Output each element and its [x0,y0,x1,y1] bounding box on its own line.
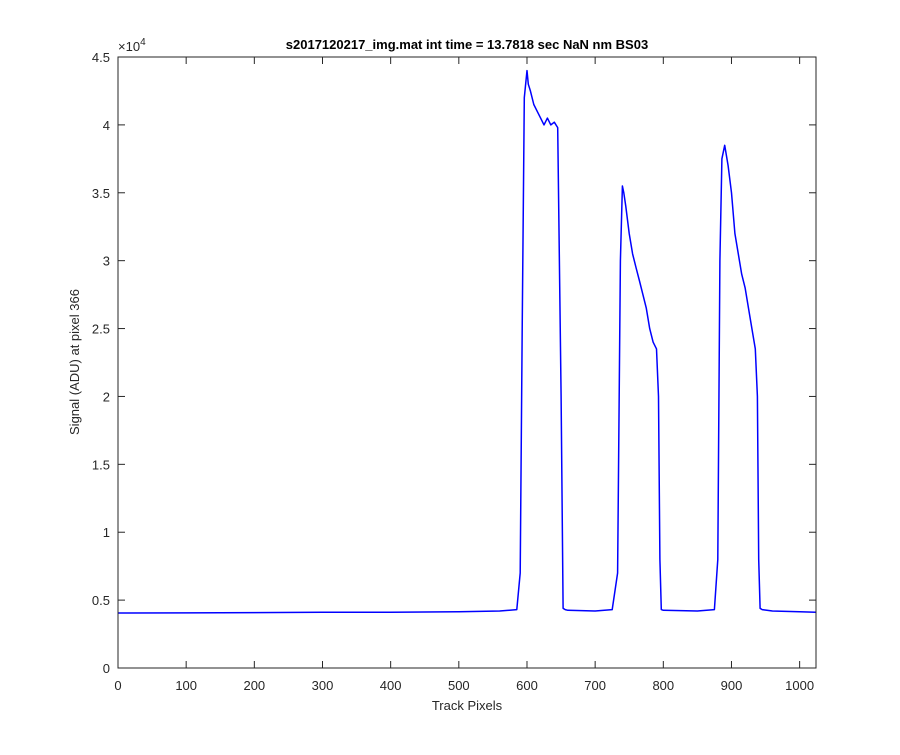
y-tick-label: 4.5 [92,50,110,65]
y-exponent-base: ×10 [118,39,140,54]
x-axis-label: Track Pixels [432,698,503,713]
x-tick-label: 400 [380,678,402,693]
y-tick-label: 1 [103,525,110,540]
y-tick-label: 3 [103,254,110,269]
x-tick-label: 800 [652,678,674,693]
x-tick-label: 0 [114,678,121,693]
signal-line [117,69,817,614]
y-tick-label: 2.5 [92,322,110,337]
plot-area [118,57,816,668]
y-exponent-label: ×104 [118,37,146,54]
axes-box [117,56,817,669]
x-tick-label: 900 [721,678,743,693]
x-tick-label: 300 [312,678,334,693]
y-tick-label: 0.5 [92,593,110,608]
x-tick-label: 200 [243,678,265,693]
y-tick-label: 4 [103,118,110,133]
y-tick-label: 2 [103,389,110,404]
y-tick-label: 1.5 [92,457,110,472]
y-tick-label: 0 [103,661,110,676]
x-tick-label: 500 [448,678,470,693]
y-axis-label: Signal (ADU) at pixel 366 [67,289,82,435]
y-exponent-power: 4 [140,37,146,48]
x-tick-label: 600 [516,678,538,693]
x-tick-label: 100 [175,678,197,693]
chart-title: s2017120217_img.mat int time = 13.7818 s… [286,37,648,52]
x-tick-label: 1000 [785,678,814,693]
y-tick-label: 3.5 [92,186,110,201]
x-tick-label: 700 [584,678,606,693]
